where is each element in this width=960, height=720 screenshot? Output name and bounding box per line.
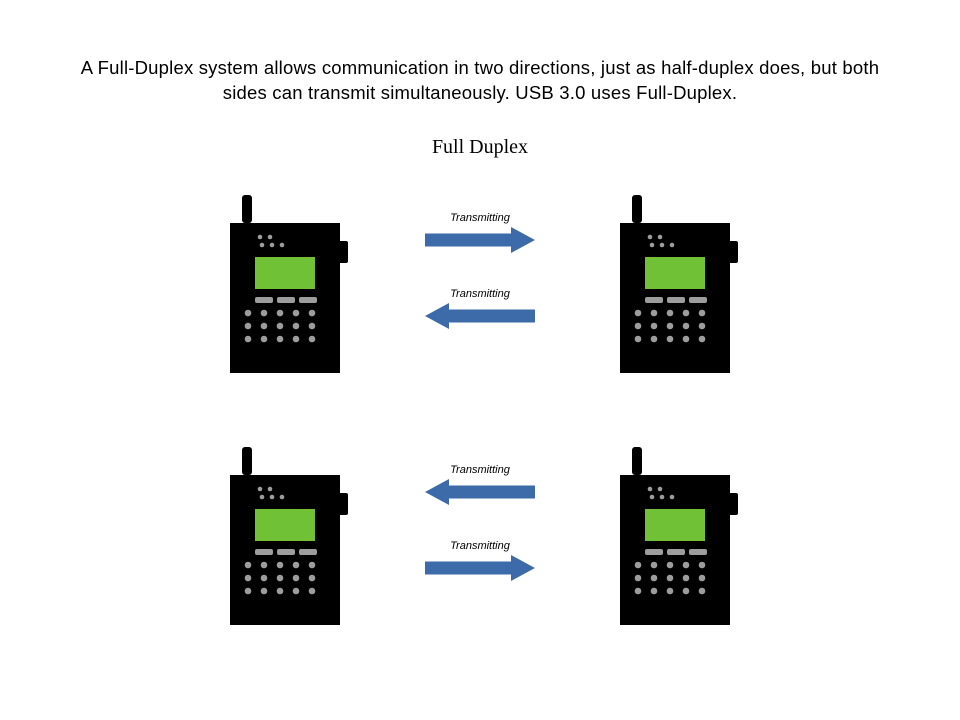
arrow-right-icon (400, 227, 560, 258)
radio-icon (610, 188, 740, 363)
arrow-label: Transmitting (400, 464, 560, 476)
arrow-label: Transmitting (400, 540, 560, 552)
arrow-block: Transmitting (400, 288, 560, 334)
arrow-label: Transmitting (400, 212, 560, 224)
arrow-block: Transmitting (400, 540, 560, 586)
diagram-title: Full Duplex (0, 136, 960, 159)
arrow-block: Transmitting (400, 212, 560, 258)
intro-text: A Full-Duplex system allows communicatio… (60, 56, 900, 106)
arrow-left-icon (400, 479, 560, 510)
radio-icon (220, 440, 350, 615)
radio-icon (220, 188, 350, 363)
diagram-row-2: Transmitting Transmitting (220, 430, 740, 630)
arrow-label: Transmitting (400, 288, 560, 300)
diagram-row-1: Transmitting Transmitting (220, 178, 740, 378)
arrow-left-icon (400, 303, 560, 334)
arrow-block: Transmitting (400, 464, 560, 510)
radio-icon (610, 440, 740, 615)
arrow-right-icon (400, 555, 560, 586)
